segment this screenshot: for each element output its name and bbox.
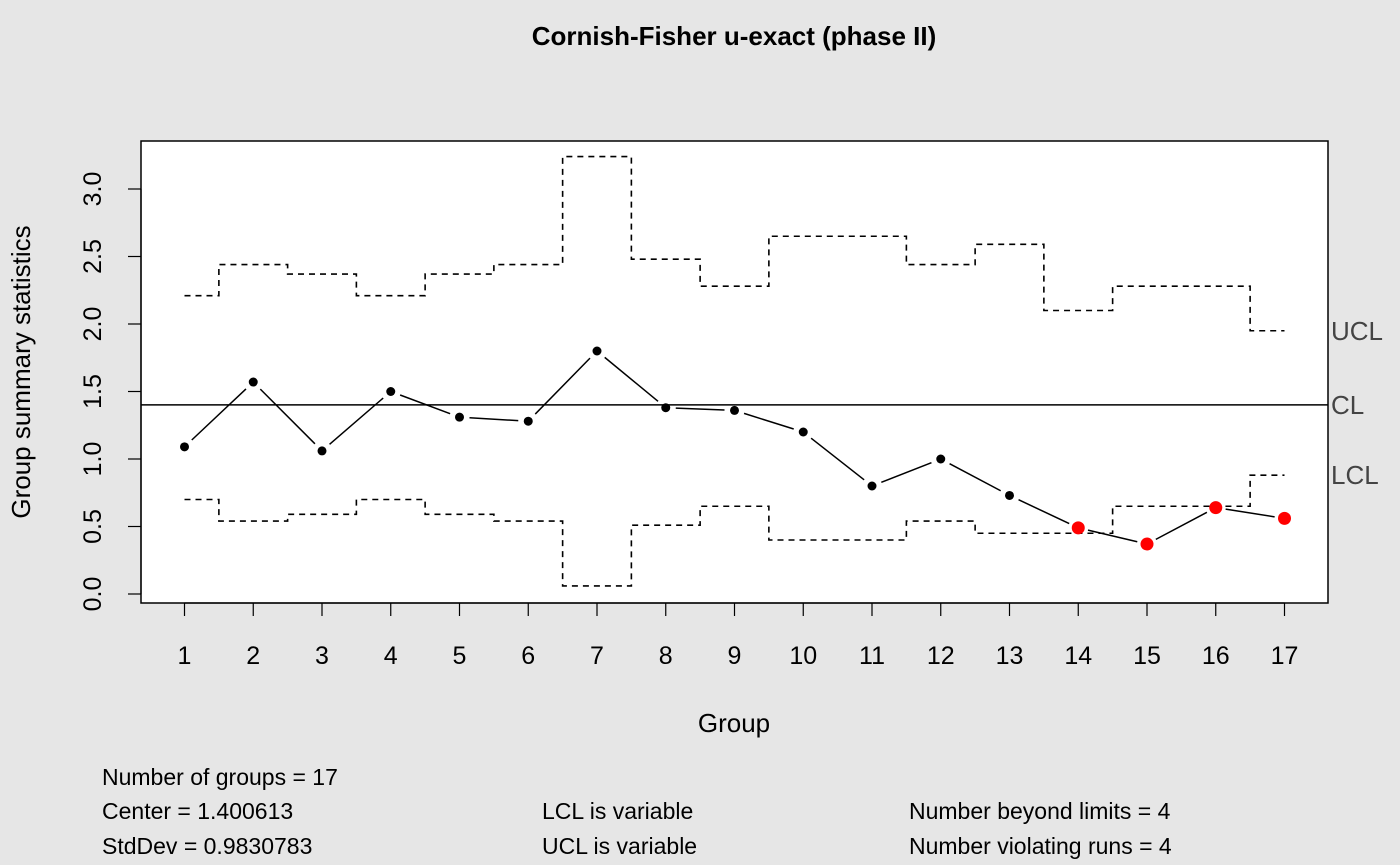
data-point	[936, 454, 946, 464]
lcl-label: LCL	[1331, 460, 1379, 490]
x-tick-label: 12	[927, 642, 955, 670]
y-axis-label: Group summary statistics	[6, 225, 36, 518]
stat-center: Center = 1.400613	[102, 798, 294, 824]
stat-stddev: StdDev = 0.9830783	[102, 833, 313, 859]
y-tick-label: 2.0	[79, 307, 107, 342]
chart-title: Cornish-Fisher u-exact (phase II)	[532, 21, 937, 51]
stat-lcl-note: LCL is variable	[542, 798, 694, 824]
x-axis-label: Group	[698, 708, 770, 738]
data-point	[867, 481, 877, 491]
data-point	[730, 405, 739, 415]
x-tick-label: 10	[789, 642, 817, 670]
x-tick-label: 14	[1064, 642, 1092, 670]
series-segment	[1018, 499, 1070, 525]
x-tick-label: 5	[453, 642, 467, 670]
data-point	[248, 377, 258, 387]
series-segment	[1225, 508, 1275, 518]
x-tick-label: 13	[996, 642, 1024, 670]
cl-label: CL	[1331, 390, 1364, 420]
x-tick-label: 15	[1133, 642, 1161, 670]
data-point-violation	[1278, 511, 1291, 525]
data-point	[523, 416, 533, 426]
x-tick-label: 3	[315, 642, 329, 670]
lcl-line	[184, 474, 1285, 587]
series-segment	[329, 397, 384, 445]
data-point	[1005, 490, 1014, 500]
y-tick-label: 1.5	[79, 374, 107, 409]
series-segment	[810, 437, 865, 481]
x-tick-label: 1	[178, 642, 192, 670]
x-tick-label: 7	[590, 642, 604, 670]
x-tick-label: 16	[1202, 642, 1230, 670]
series-segment	[534, 357, 591, 415]
stat-ucl-note: UCL is variable	[542, 833, 698, 859]
series-segment	[881, 461, 932, 484]
series-segment	[949, 463, 1002, 492]
ucl-line	[184, 155, 1285, 332]
x-tick-label: 11	[859, 642, 885, 670]
y-tick-label: 0.5	[79, 509, 107, 544]
series-segment	[604, 356, 659, 402]
data-point	[661, 403, 671, 413]
data-point	[798, 427, 808, 437]
data-point	[317, 446, 327, 456]
plot-area	[140, 140, 1329, 604]
x-tick-label: 8	[659, 642, 673, 670]
x-tick-label: 4	[384, 642, 398, 670]
data-point	[180, 442, 189, 452]
y-tick-label: 3.0	[79, 172, 107, 207]
stat-number-of-groups: Number of groups = 17	[102, 764, 338, 790]
series-segment	[1155, 511, 1208, 541]
stat-beyond-limits: Number beyond limits = 4	[909, 798, 1171, 824]
series-segment	[675, 407, 725, 411]
ucl-label: UCL	[1331, 316, 1383, 346]
data-point	[455, 412, 464, 422]
series-segment	[1087, 529, 1138, 543]
x-tick-label: 17	[1271, 642, 1299, 670]
data-point-violation	[1209, 501, 1223, 515]
x-tick-label: 9	[728, 642, 742, 670]
data-point-violation	[1140, 537, 1154, 551]
data-point	[386, 387, 396, 396]
series-segment	[469, 416, 519, 422]
series-segment	[399, 394, 451, 415]
data-point	[592, 346, 602, 356]
y-tick-label: 0.0	[79, 577, 107, 612]
y-tick-label: 1.0	[79, 442, 107, 477]
x-tick-label: 6	[521, 642, 535, 670]
series-segment	[743, 412, 794, 430]
stat-violating-runs: Number violating runs = 4	[909, 833, 1172, 859]
series-segment	[191, 388, 247, 441]
series-segment	[259, 388, 316, 445]
x-tick-label: 2	[246, 642, 260, 670]
y-tick-label: 2.5	[79, 239, 107, 274]
data-point-violation	[1071, 521, 1085, 535]
